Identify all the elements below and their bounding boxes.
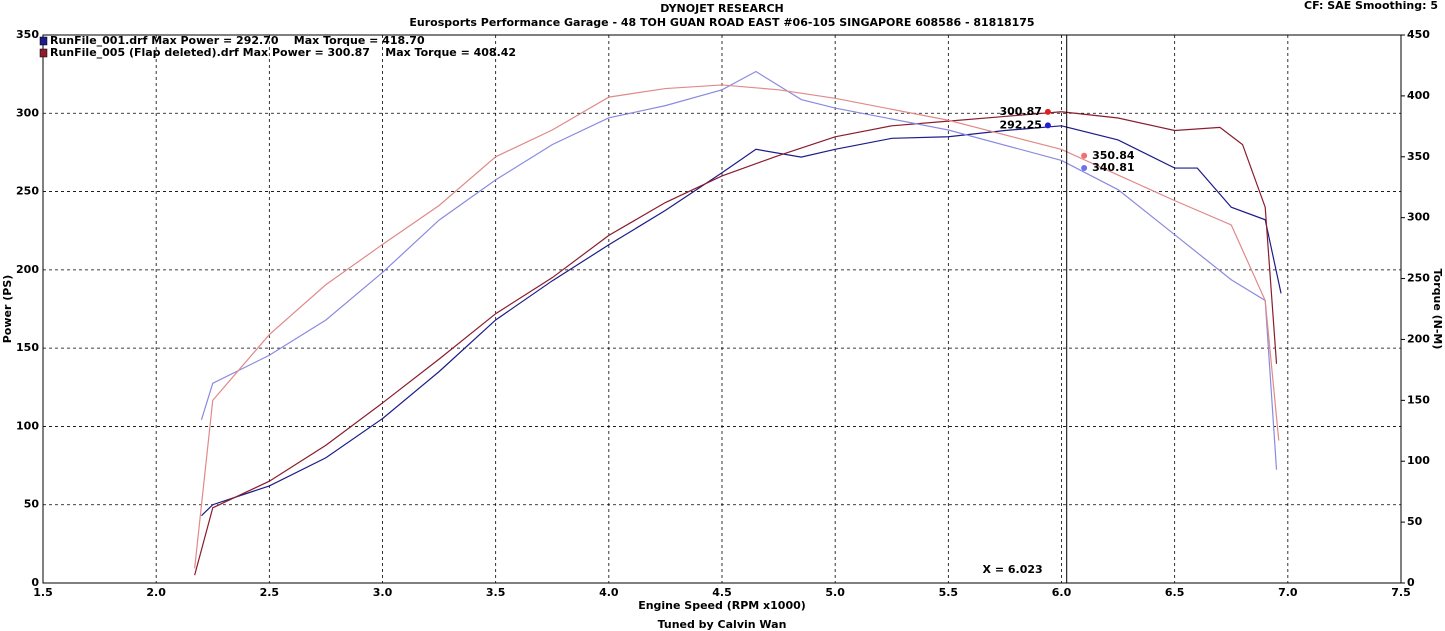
chart-subtitle: Eurosports Performance Garage - 48 TOH G…: [409, 16, 1034, 29]
x-tick-label: 5.5: [939, 586, 959, 599]
y-tick-label: 300: [16, 106, 39, 119]
x-tick-label: 2.0: [146, 586, 166, 599]
y2-tick-label: 0: [1407, 576, 1415, 589]
y-tick-label: 250: [16, 185, 39, 198]
x-tick-label: 5.0: [825, 586, 845, 599]
y2-tick-label: 50: [1407, 515, 1423, 528]
y2-tick-label: 100: [1407, 454, 1430, 467]
y2-tick-label: 450: [1407, 28, 1430, 41]
legend-entry: RunFile_005 (Flap deleted).drf Max Power…: [50, 46, 516, 59]
y-tick-label: 150: [16, 341, 39, 354]
x-tick-label: 1.5: [33, 586, 53, 599]
series-line: [200, 70, 1278, 470]
y-axis-label: Power (PS): [1, 275, 14, 344]
x-axis-label: Engine Speed (RPM x1000): [638, 599, 806, 612]
y2-tick-label: 200: [1407, 332, 1430, 345]
cursor-marker: [1044, 108, 1051, 115]
plot-frame: [42, 34, 1402, 584]
marker-label: 350.84: [1092, 149, 1135, 162]
cursor-marker: [1081, 152, 1088, 159]
x-tick-label: 7.5: [1391, 586, 1411, 599]
legend-swatch: [39, 36, 48, 46]
y-tick-label: 200: [16, 263, 39, 276]
y2-tick-label: 150: [1407, 393, 1430, 406]
chart-title: DYNOJET RESEARCH: [660, 2, 783, 15]
x-tick-label: 6.0: [1052, 586, 1072, 599]
x-tick-label: 7.0: [1278, 586, 1298, 599]
y2-tick-label: 350: [1407, 150, 1430, 163]
series-line: [194, 84, 1280, 569]
x-tick-label: 4.0: [599, 586, 619, 599]
y-tick-label: 0: [31, 576, 39, 589]
marker-label: 292.25: [999, 118, 1041, 131]
marker-label: 340.81: [1092, 161, 1134, 174]
series-line: [194, 111, 1278, 576]
y2-tick-label: 300: [1407, 211, 1430, 224]
y2-axis-label: Torque (N-M): [1431, 269, 1444, 350]
y-tick-label: 100: [16, 419, 39, 432]
marker-label: 300.87: [999, 105, 1041, 118]
legend-entry: RunFile_001.drf Max Power = 292.70 Max T…: [50, 34, 425, 47]
cursor-marker: [1081, 164, 1088, 171]
x-tick-label: 2.5: [260, 586, 280, 599]
x-tick-label: 3.5: [486, 586, 506, 599]
x-tick-label: 3.0: [373, 586, 393, 599]
x-tick-label: 6.5: [1165, 586, 1185, 599]
series-line: [201, 125, 1282, 517]
y2-tick-label: 400: [1407, 89, 1430, 102]
legend-swatch: [39, 48, 48, 58]
settings-note: CF: SAE Smoothing: 5: [1304, 0, 1438, 12]
x-tick-label: 4.5: [712, 586, 732, 599]
y-tick-label: 350: [16, 28, 39, 41]
cursor-marker: [1044, 122, 1051, 129]
y2-tick-label: 250: [1407, 272, 1430, 285]
footer: Tuned by Calvin Wan: [658, 618, 787, 631]
y-tick-label: 50: [24, 498, 40, 511]
cursor-label: X = 6.023: [983, 563, 1043, 576]
